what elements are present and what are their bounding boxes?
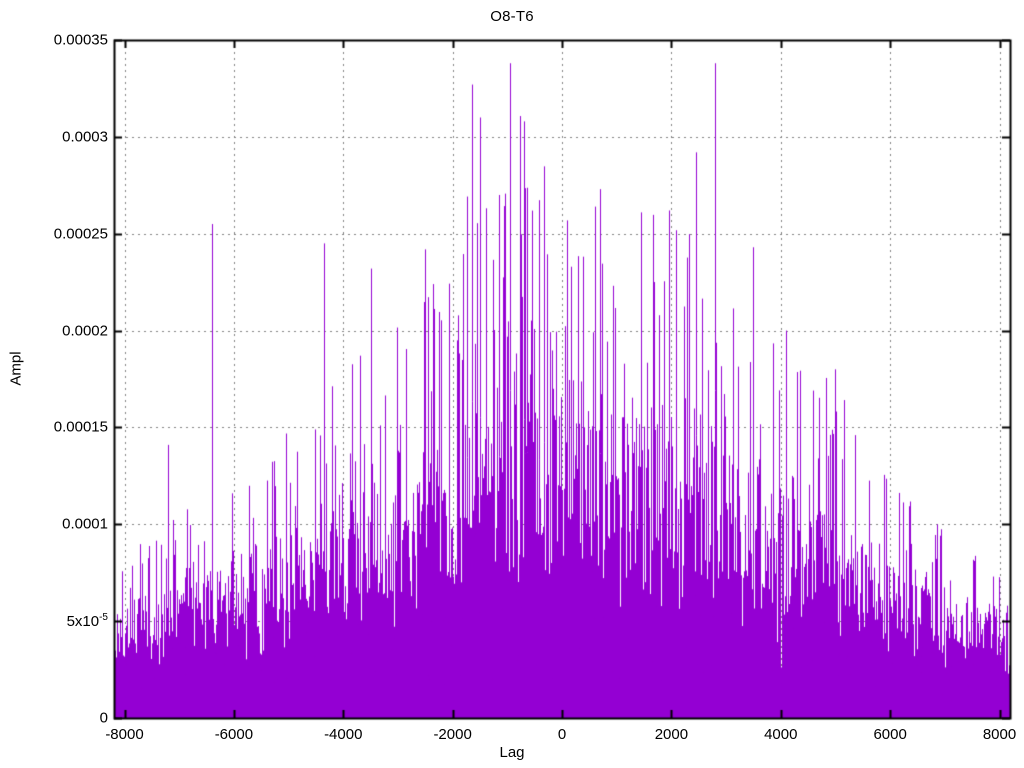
y-tick-label: 0.00025 bbox=[53, 225, 108, 243]
x-tick-label: 8000 bbox=[982, 726, 1017, 743]
y-tick-label: 5x10-5 bbox=[66, 612, 108, 631]
x-tick-label: 4000 bbox=[764, 726, 798, 743]
y-tick-label: 0.0001 bbox=[62, 515, 108, 533]
x-tick-label: -8000 bbox=[105, 726, 144, 743]
y-tick-label: 0.00035 bbox=[53, 31, 108, 49]
y-tick-label: 0.0002 bbox=[62, 322, 108, 340]
y-axis-label: Ampl bbox=[7, 351, 25, 386]
x-tick-label: -2000 bbox=[433, 726, 472, 743]
y-tick-label: 0.0003 bbox=[62, 128, 108, 146]
x-tick-label: 2000 bbox=[654, 726, 689, 743]
x-tick-label: 0 bbox=[557, 726, 567, 743]
x-tick-label: 6000 bbox=[873, 726, 907, 743]
y-tick-label: 0.00015 bbox=[53, 418, 108, 436]
x-tick-label: -4000 bbox=[324, 726, 363, 743]
x-tick-label: -6000 bbox=[214, 726, 254, 743]
x-axis-label: Lag bbox=[499, 744, 525, 761]
y-tick-label: 0 bbox=[99, 709, 108, 727]
